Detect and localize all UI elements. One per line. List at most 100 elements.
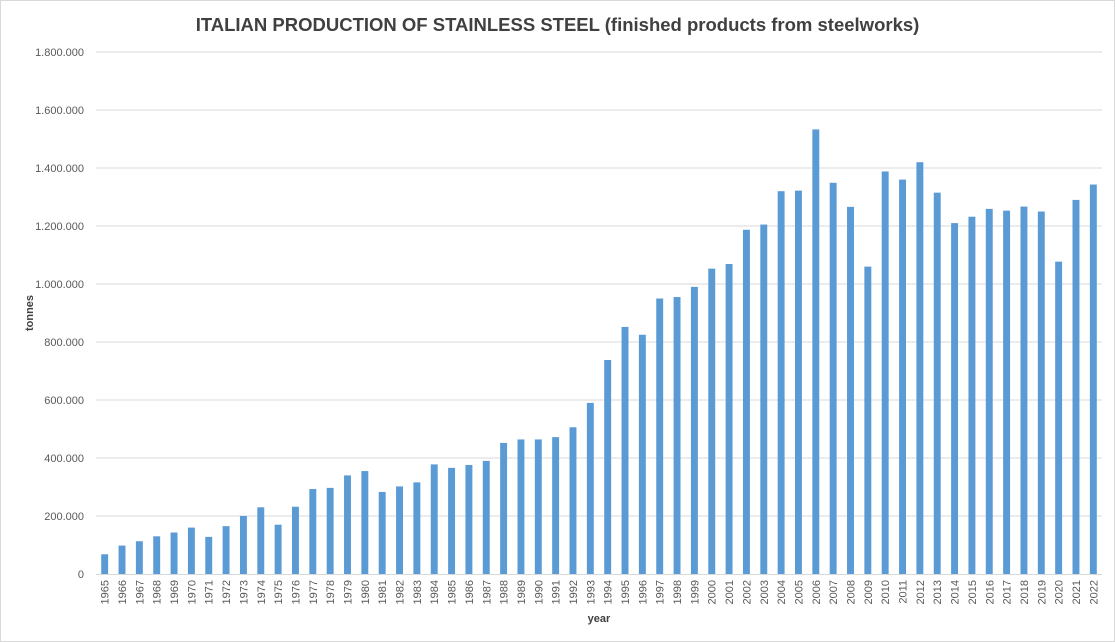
x-tick-label: 1966 — [117, 580, 129, 604]
bar-1990 — [534, 439, 542, 574]
x-tick-label: 1969 — [169, 580, 181, 604]
bar-1970 — [187, 527, 195, 574]
bar-2019 — [1037, 211, 1045, 574]
bar-1974 — [257, 507, 265, 574]
x-tick-label: 1980 — [360, 580, 372, 604]
bar-2007 — [829, 182, 837, 575]
x-tick-label: 1979 — [343, 580, 355, 604]
bar-2001 — [725, 263, 733, 574]
x-tick-label: 1965 — [100, 580, 112, 604]
bar-2004 — [777, 191, 785, 574]
bar-2006 — [812, 129, 820, 574]
x-tick-label: 1991 — [551, 580, 563, 604]
bar-2021 — [1072, 199, 1080, 574]
x-tick-label: 1992 — [568, 580, 580, 604]
x-tick-label: 1976 — [290, 580, 302, 604]
bar-1965 — [101, 554, 109, 574]
x-tick-label: 2005 — [793, 580, 805, 604]
x-tick-label: 2021 — [1071, 580, 1083, 604]
x-tick-label: 1975 — [273, 580, 285, 604]
bar-1967 — [135, 541, 143, 574]
x-tick-label: 2001 — [724, 580, 736, 604]
bar-1979 — [344, 475, 351, 574]
y-tick-label: 400.000 — [44, 453, 84, 465]
bar-1969 — [170, 532, 178, 574]
x-tick-label: 2020 — [1054, 580, 1066, 604]
y-tick-label: 800.000 — [44, 337, 84, 349]
bar-1994 — [604, 359, 612, 574]
x-tick-label: 1988 — [499, 580, 511, 604]
x-tick-label: 2016 — [984, 580, 996, 604]
bar-2022 — [1089, 184, 1097, 574]
bar-1986 — [465, 464, 473, 574]
bar-1992 — [569, 427, 577, 574]
x-tick-label: 2011 — [898, 580, 910, 604]
x-tick-label: 2010 — [880, 580, 892, 604]
bar-1998 — [673, 297, 681, 574]
x-tick-label: 1994 — [603, 580, 615, 604]
x-tick-label: 1997 — [655, 580, 667, 604]
bar-1972 — [222, 526, 230, 574]
x-tick-label: 2022 — [1088, 580, 1100, 604]
bar-2010 — [881, 171, 889, 575]
x-tick-label: 1985 — [447, 580, 459, 604]
x-tick-label: 1993 — [585, 580, 597, 604]
bar-1999 — [690, 286, 698, 574]
x-tick-label: 2019 — [1036, 580, 1048, 604]
x-tick-label: 1999 — [689, 580, 701, 604]
x-axis-label: year — [588, 613, 611, 625]
bar-1980 — [361, 471, 369, 574]
bar-2005 — [794, 190, 802, 574]
y-tick-label: 1.600.000 — [35, 105, 84, 117]
bar-2009 — [864, 266, 872, 574]
x-tick-label: 1987 — [481, 580, 493, 604]
bar-2011 — [899, 179, 907, 574]
bar-1981 — [378, 491, 386, 574]
bar-1973 — [239, 516, 247, 574]
bars — [101, 129, 1097, 575]
x-tick-labels: 1965 1966 1967 1968 1969 1970 1971 1972 1973 1974… — [100, 580, 1101, 604]
y-tick-label: 200.000 — [44, 511, 84, 523]
bar-1971 — [205, 536, 213, 574]
x-tick-label: 2006 — [811, 580, 823, 604]
bar-1996 — [638, 334, 646, 574]
y-tick-labels: 0 200.000 400.000 600.000 800.000 1.000.000 1.… — [35, 47, 84, 581]
x-tick-label: 1982 — [395, 580, 407, 604]
bar-1977 — [309, 489, 317, 574]
x-tick-label: 2004 — [776, 580, 788, 604]
x-tick-label: 1984 — [429, 580, 441, 604]
x-tick-label: 2008 — [846, 580, 858, 604]
bar-1993 — [586, 402, 594, 574]
x-tick-label: 1981 — [377, 580, 389, 604]
bar-2017 — [1003, 210, 1011, 574]
x-tick-label: 2007 — [828, 580, 840, 604]
x-tick-label: 2009 — [863, 580, 875, 604]
y-tick-label: 1.800.000 — [35, 47, 84, 59]
bar-2015 — [968, 216, 976, 574]
bar-1982 — [396, 486, 404, 574]
x-tick-label: 2003 — [759, 580, 771, 604]
y-tick-label: 0 — [78, 569, 84, 581]
x-tick-label: 1990 — [533, 580, 545, 604]
bar-2002 — [742, 229, 750, 574]
bar-2008 — [847, 206, 854, 575]
x-tick-label: 1977 — [308, 580, 320, 604]
x-tick-label: 2017 — [1002, 580, 1014, 604]
x-tick-label: 2002 — [741, 580, 753, 604]
bar-1987 — [482, 460, 490, 574]
bar-1966 — [118, 545, 126, 574]
x-tick-label: 1998 — [672, 580, 684, 604]
bar-1978 — [326, 487, 334, 574]
x-tick-label: 1967 — [134, 580, 146, 604]
x-tick-label: 1974 — [256, 580, 268, 604]
bar-2013 — [933, 192, 941, 574]
x-tick-label: 1978 — [325, 580, 337, 604]
bar-1988 — [500, 442, 508, 574]
bar-2012 — [916, 162, 924, 574]
x-tick-label: 2018 — [1019, 580, 1031, 604]
x-tick-label: 2013 — [932, 580, 944, 604]
bar-2016 — [985, 208, 993, 574]
x-tick-label: 2014 — [950, 580, 962, 604]
bar-1995 — [621, 326, 629, 574]
